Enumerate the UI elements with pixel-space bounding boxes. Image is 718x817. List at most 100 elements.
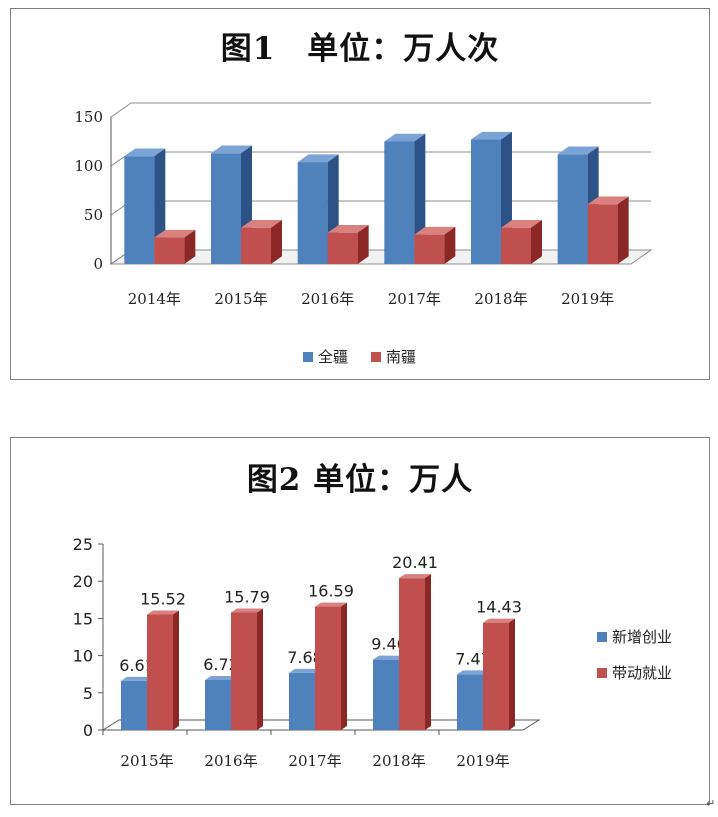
y-tick-label: 150	[74, 108, 103, 126]
legend-swatch-red	[597, 667, 607, 678]
data-label: 15.52	[140, 590, 186, 609]
bar-front	[483, 622, 509, 730]
legend-label: 带动就业	[612, 664, 673, 682]
x-tick-label: 2017年	[288, 752, 341, 770]
x-tick-label: 2019年	[456, 752, 509, 770]
chart-2-title: 图2 单位：万人	[246, 462, 474, 498]
y-tick-label: 20	[73, 572, 93, 591]
x-tick-label: 2015年	[120, 752, 173, 770]
chart-1-panel: 图1 单位：万人次 0 50 100 150 2014年 2015年 2016年 2017年 2…	[10, 8, 710, 380]
chart-2-panel: 图2 单位：万人 0 5 10 15 20 25 6.61 15.52 2015年 6.72 15.…	[10, 437, 710, 805]
bar-top	[124, 148, 166, 157]
chart-1-title: 图1 单位：万人次	[220, 31, 500, 67]
y-tick-label: 0	[83, 721, 93, 740]
bar-top	[373, 655, 405, 660]
bar-front	[399, 578, 425, 730]
data-label: 7.47	[455, 649, 491, 668]
bar-daidong	[399, 574, 431, 730]
y-tick-label: 5	[83, 684, 93, 703]
bar-top	[399, 574, 431, 579]
bar-top	[414, 226, 456, 235]
x-tick-label: 2016年	[204, 752, 257, 770]
bar-quanjiang	[384, 133, 426, 264]
chart-1-plot: 0 50 100 150 2014年 2015年 2016年 2017年 2018年 2019年	[74, 102, 653, 308]
legend-swatch-red	[371, 351, 381, 362]
chart-1-legend-item-quanjiang: 全疆	[303, 346, 348, 367]
bar-nanjiang	[241, 220, 282, 264]
bar-top	[231, 608, 263, 613]
bar-front	[205, 680, 231, 730]
legend-label: 南疆	[386, 348, 417, 366]
bar-side	[184, 229, 196, 264]
data-label: 6.72	[203, 655, 239, 674]
bar-top	[121, 676, 153, 681]
bar-top	[327, 224, 369, 233]
bar-front	[471, 139, 501, 264]
bar-nanjiang	[327, 224, 369, 264]
bar-front	[587, 204, 618, 264]
bar-daidong	[231, 608, 263, 730]
x-tick-label: 2017年	[388, 290, 441, 308]
bar-top	[557, 146, 599, 155]
data-label: 20.41	[392, 553, 438, 572]
bar-front	[211, 153, 241, 264]
bar-front	[327, 232, 358, 264]
bar-side	[509, 618, 515, 730]
bar-top	[297, 154, 339, 163]
bar-daidong	[147, 610, 179, 730]
bar-side	[444, 226, 456, 264]
bar-front	[289, 672, 315, 730]
paragraph-return-mark: ↵	[706, 797, 716, 810]
bar-xinzeng	[121, 676, 153, 730]
bar-top	[501, 220, 542, 228]
bar-side	[341, 602, 347, 730]
bar-front	[241, 227, 271, 264]
y-tick-label: 15	[73, 609, 93, 628]
bar-top	[241, 220, 282, 228]
bar-front	[121, 680, 147, 730]
x-tick-label: 2018年	[474, 290, 527, 308]
bar-front	[124, 156, 155, 264]
bar-top	[154, 229, 196, 238]
data-label: 14.43	[476, 598, 522, 617]
bar-daidong	[315, 602, 347, 730]
data-label: 16.59	[308, 582, 354, 601]
bar-nanjiang	[587, 196, 629, 264]
y-tick-label: 10	[73, 647, 93, 666]
gridline-side	[110, 102, 132, 118]
legend-label: 全疆	[318, 348, 349, 366]
bar-top	[587, 196, 629, 205]
data-label: 6.61	[119, 656, 155, 675]
bar-top	[457, 670, 489, 675]
y-tick-label: 50	[84, 206, 103, 224]
data-label: 9.46	[371, 635, 407, 654]
bar-top	[289, 668, 321, 673]
bar-side	[271, 220, 282, 264]
bar-front	[147, 614, 173, 730]
bar-front	[501, 227, 531, 264]
x-tick-label: 2016年	[301, 290, 354, 308]
bar-nanjiang	[154, 229, 196, 264]
chart-1-legend-item-nanjiang: 南疆	[371, 346, 416, 367]
x-tick-label: 2019年	[561, 290, 614, 308]
chart-2-legend-item-daidong: 带动就业	[597, 662, 672, 683]
bar-front	[557, 154, 588, 264]
y-tick-label: 100	[74, 157, 103, 175]
chart-2-legend-item-xinzeng: 新增创业	[597, 626, 672, 647]
bar-front	[154, 237, 185, 264]
bar-quanjiang	[124, 148, 166, 264]
bar-top	[147, 610, 179, 615]
bar-top	[211, 145, 252, 154]
bar-front	[297, 162, 328, 264]
x-tick-label: 2015年	[214, 290, 267, 308]
bar-nanjiang	[501, 220, 542, 264]
bar-side	[257, 608, 263, 730]
bar-top	[205, 676, 237, 681]
legend-swatch-blue	[597, 631, 607, 642]
bar-top	[384, 133, 426, 142]
bar-top	[471, 131, 512, 140]
bar-daidong	[483, 618, 515, 730]
chart-2-plot: 0 5 10 15 20 25 6.61 15.52 2015年 6.72 15.79 2016年 7.…	[73, 535, 541, 770]
bar-side	[425, 574, 431, 730]
data-label: 15.79	[224, 588, 270, 607]
